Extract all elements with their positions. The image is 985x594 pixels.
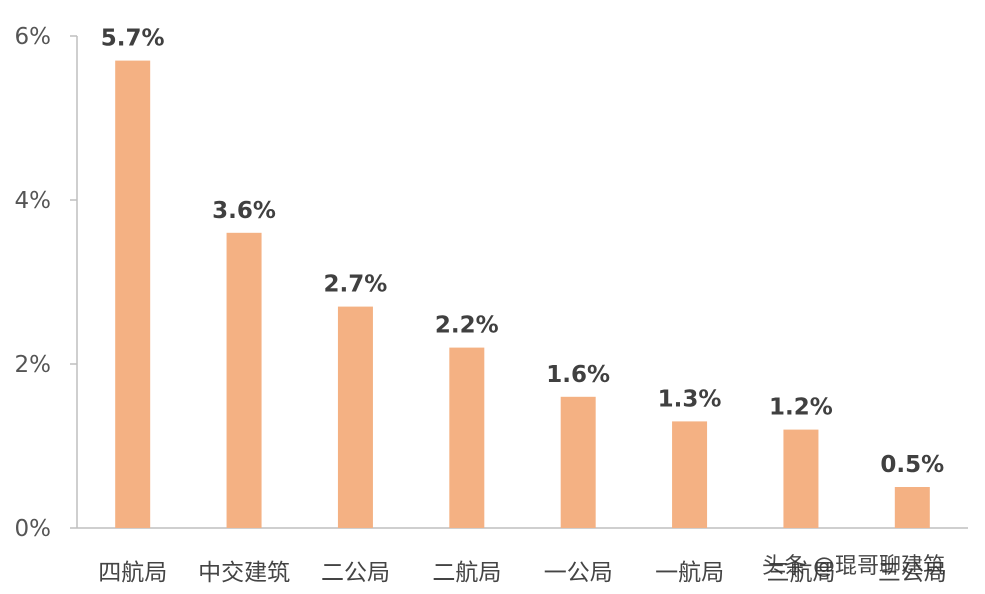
x-axis: 四航局 中交建筑 二公局 二航局 一公局 一航局 三航局 三公局: [77, 527, 968, 586]
category-label-3: 二航局: [432, 560, 501, 586]
y-axis: 0% 2% 4% 6%: [15, 24, 78, 542]
bar-7: [894, 487, 930, 528]
category-label-4: 一公局: [544, 560, 613, 586]
category-label-6: 三航局: [766, 560, 835, 586]
data-label-4: 1.6%: [546, 362, 610, 388]
data-labels: 5.7% 3.6% 2.7% 2.2% 1.6% 1.3% 1.2% 0.5%: [101, 26, 944, 478]
data-label-2: 2.7%: [324, 272, 388, 298]
watermark-text: 头条 @琨哥聊建筑: [762, 554, 945, 579]
data-label-5: 1.3%: [658, 386, 722, 412]
bar-5: [672, 421, 708, 528]
y-tick-label: 6%: [15, 24, 52, 50]
data-label-3: 2.2%: [435, 313, 499, 339]
category-label-0: 四航局: [98, 560, 167, 586]
bar-1: [226, 232, 262, 529]
data-label-0: 5.7%: [101, 26, 165, 52]
data-label-7: 0.5%: [880, 452, 944, 478]
data-label-1: 3.6%: [212, 198, 276, 224]
bar-4: [560, 396, 596, 528]
category-label-1: 中交建筑: [198, 560, 290, 586]
category-label-5: 一航局: [655, 560, 724, 586]
bars: [115, 60, 930, 529]
y-tick-label: 4%: [15, 188, 52, 214]
bar-0: [115, 60, 151, 528]
y-tick-label: 2%: [15, 352, 52, 378]
category-label-2: 二公局: [321, 560, 390, 586]
data-label-6: 1.2%: [769, 395, 833, 421]
y-tick-label: 0%: [15, 516, 52, 542]
category-label-7: 三公局: [878, 560, 947, 586]
bar-2: [337, 306, 373, 528]
bar-6: [783, 429, 819, 528]
bar-3: [449, 347, 485, 528]
